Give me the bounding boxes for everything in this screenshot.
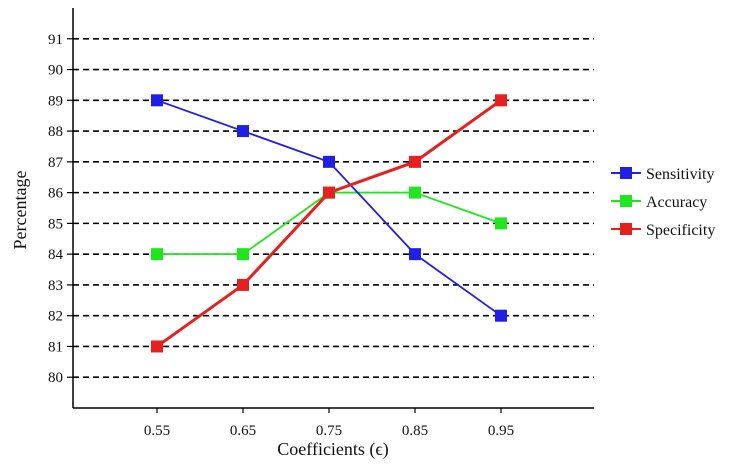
data-point xyxy=(237,248,249,261)
series-specificity xyxy=(151,94,507,353)
y-tick-label: 89 xyxy=(48,93,63,109)
x-tick-label: 0.55 xyxy=(144,423,170,439)
y-tick-label: 81 xyxy=(48,339,63,355)
x-tick-label: 0.95 xyxy=(488,423,514,439)
data-point xyxy=(323,155,335,168)
grid-lines xyxy=(67,37,594,379)
legend-item-accuracy: Accuracy xyxy=(611,194,707,211)
legend-label: Sensitivity xyxy=(646,166,714,183)
series-line xyxy=(156,99,502,317)
y-tick-label: 82 xyxy=(48,309,63,325)
data-point xyxy=(151,248,163,261)
y-tick-label: 85 xyxy=(48,216,63,232)
x-tick-label: 0.85 xyxy=(402,423,428,439)
y-tick-labels: 80 81 82 83 84 85 86 87 88 89 90 91 xyxy=(48,32,64,386)
y-tick-label: 87 xyxy=(48,155,64,171)
legend-label: Accuracy xyxy=(646,194,707,211)
data-point xyxy=(495,94,507,107)
data-point xyxy=(495,309,507,322)
y-axis-title: Percentage xyxy=(10,171,30,250)
data-point xyxy=(151,340,163,353)
data-point xyxy=(409,248,421,261)
data-point xyxy=(151,94,163,107)
legend-marker xyxy=(620,223,632,235)
data-point xyxy=(409,155,421,168)
y-tick-label: 86 xyxy=(48,186,64,202)
y-tick-label: 84 xyxy=(48,247,64,263)
x-tick-label: 0.75 xyxy=(316,423,342,439)
y-tick-label: 83 xyxy=(48,278,63,294)
y-tick-label: 80 xyxy=(48,370,63,386)
data-point xyxy=(237,278,249,291)
legend-marker xyxy=(620,195,632,207)
y-tick-label: 88 xyxy=(48,124,63,140)
x-tick-labels: 0.55 0.65 0.75 0.85 0.95 xyxy=(144,408,514,439)
y-tick-label: 90 xyxy=(48,63,63,79)
axes xyxy=(72,8,594,409)
data-point xyxy=(495,217,507,230)
legend-item-specificity: Specificity xyxy=(611,222,715,239)
legend: Sensitivity Accuracy Specificity xyxy=(611,166,715,239)
x-axis-title: Coefficients (ϵ) xyxy=(277,439,388,460)
legend-item-sensitivity: Sensitivity xyxy=(611,166,714,183)
data-point xyxy=(409,186,421,199)
x-tick-label: 0.65 xyxy=(230,423,256,439)
series-group xyxy=(151,94,507,353)
y-tick-label: 91 xyxy=(48,32,63,48)
data-point xyxy=(323,186,335,199)
legend-marker xyxy=(620,167,632,179)
legend-label: Specificity xyxy=(646,222,715,239)
data-point xyxy=(237,125,249,138)
series-sensitivity xyxy=(151,94,507,322)
